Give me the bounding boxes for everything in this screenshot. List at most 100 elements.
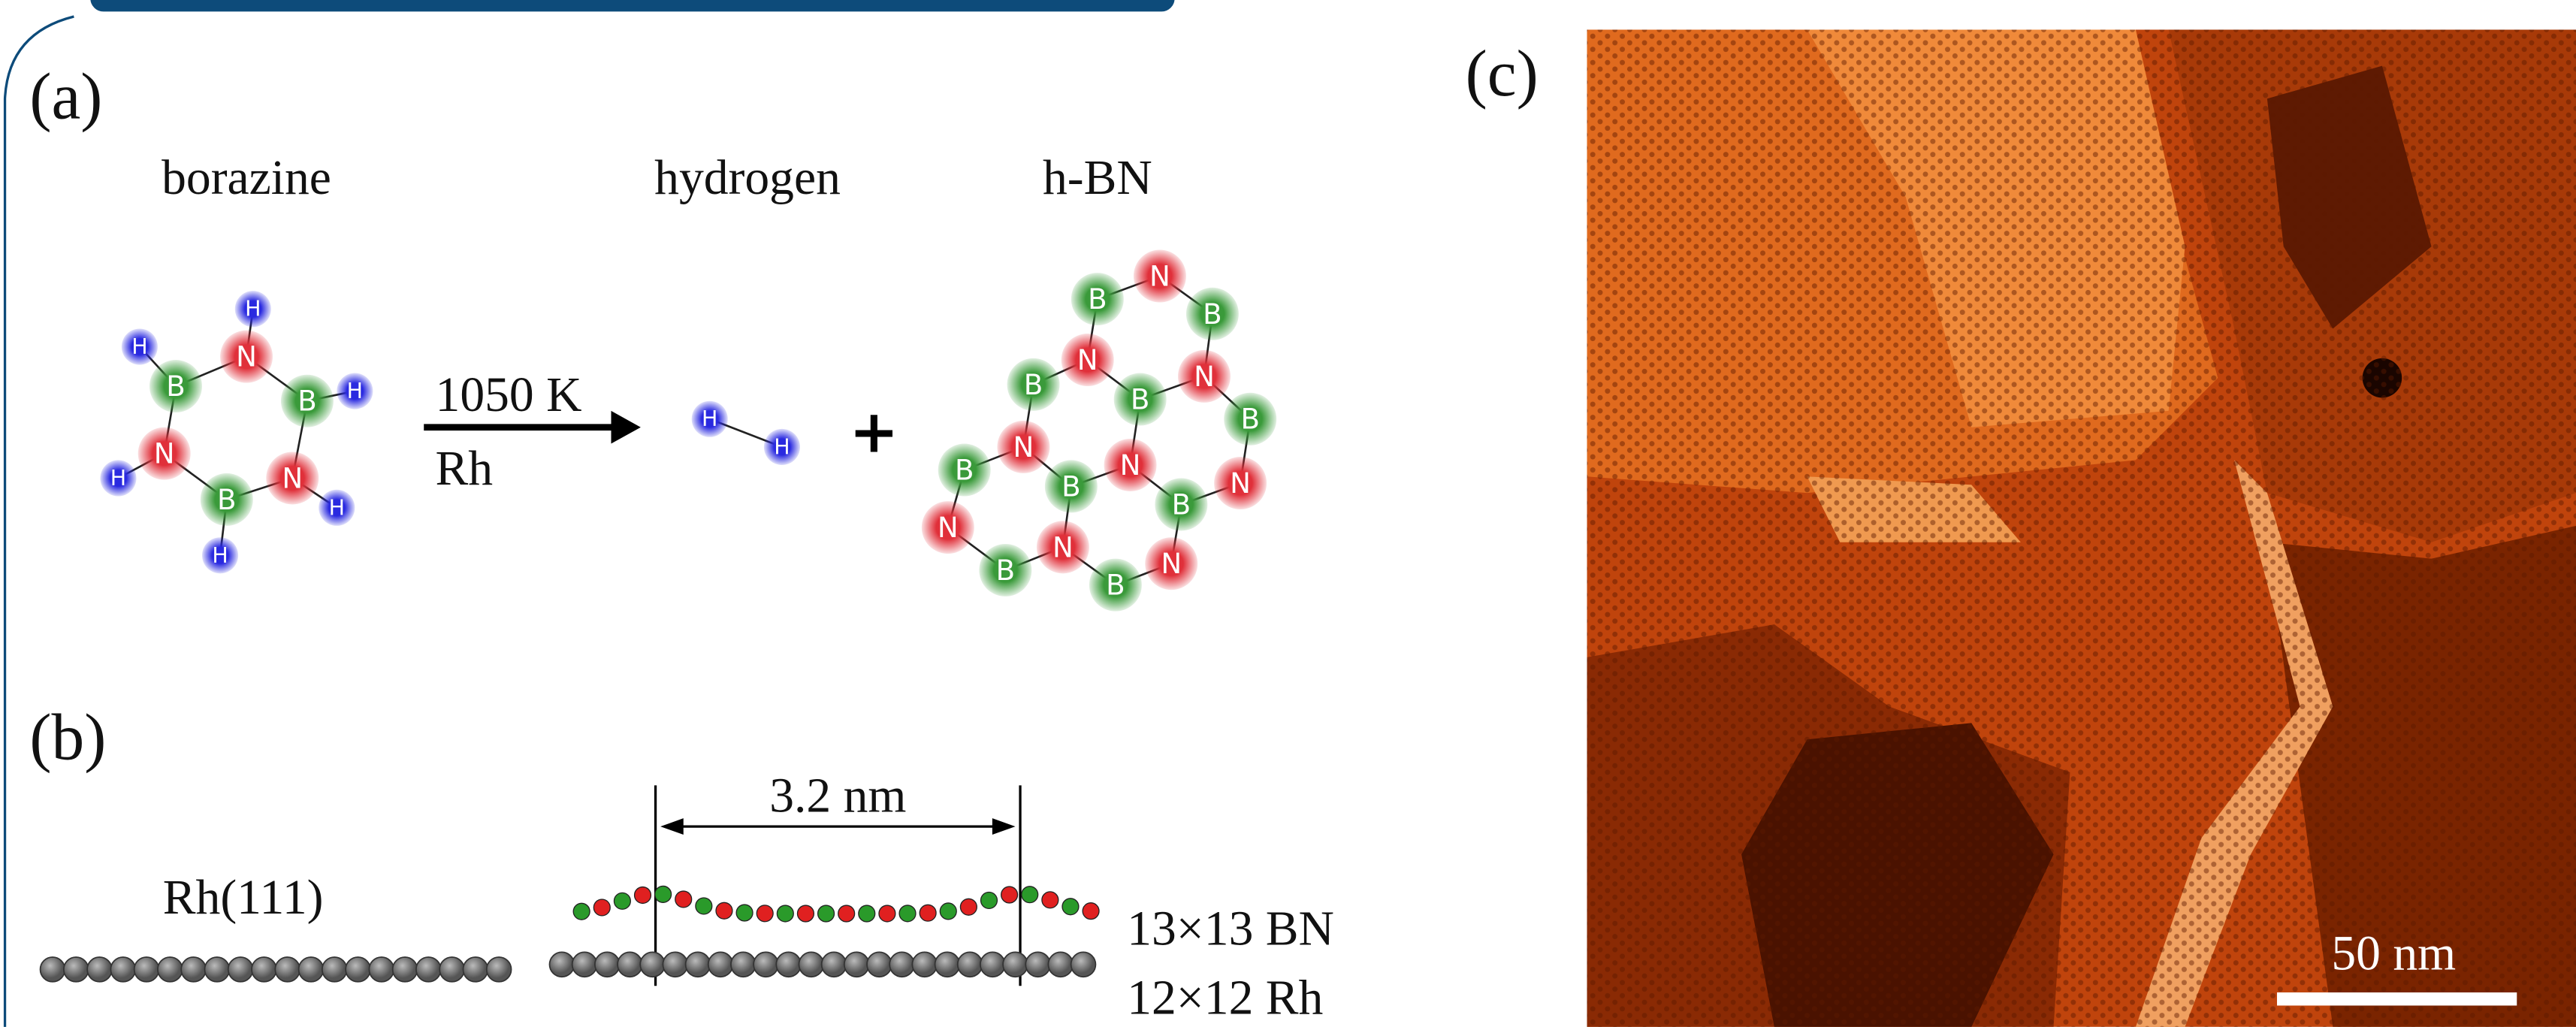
rh-atom (439, 957, 464, 982)
rh-atom (663, 952, 687, 977)
bn-atom (879, 905, 895, 922)
atom-label: N (1194, 360, 1215, 393)
rh-atom (369, 957, 394, 982)
scale-bar (2277, 992, 2517, 1005)
atom-label: H (212, 543, 228, 568)
plus-sign: + (849, 397, 898, 466)
bn-atom (573, 903, 590, 920)
dimension-label: 3.2 nm (769, 769, 906, 823)
bn-atom (1062, 899, 1079, 915)
bn-atom (920, 905, 936, 921)
bn-atom (981, 892, 998, 908)
rh-atom (416, 957, 441, 982)
atom-label: B (297, 385, 316, 418)
atom-label: H (329, 495, 345, 520)
arrow-head (992, 818, 1016, 835)
bn-atom (1083, 903, 1099, 920)
atom-label: B (1203, 298, 1222, 331)
rh-atom (275, 957, 300, 982)
rh-atom (708, 952, 733, 977)
atom-label: H (347, 379, 363, 403)
rh-atom (322, 957, 347, 982)
rh-atom (844, 952, 869, 977)
atom-label: H (774, 434, 790, 459)
figure: NBBNNBHHHHHHHHNBBNNBBBNNBBBNNNBBN (a)bor… (0, 0, 2576, 1027)
atom-label: B (1106, 569, 1125, 602)
rh-atom (41, 957, 65, 982)
rh-atom (228, 957, 253, 982)
rh-atom (1025, 952, 1050, 977)
rh-atom (753, 952, 778, 977)
rh-atom (799, 952, 823, 977)
bn-atom (1042, 892, 1058, 908)
bn-atom (635, 887, 651, 904)
atom-label: B (955, 454, 974, 487)
layer-label: 12×12 Rh (1127, 971, 1323, 1025)
atom-label: N (282, 461, 303, 494)
rh-atom (134, 957, 159, 982)
atom-label: H (131, 334, 147, 359)
bn-atom (859, 905, 875, 922)
reaction-condition: 1050 K (436, 368, 582, 422)
bn-atom (716, 902, 732, 919)
atom-label: N (1161, 547, 1182, 580)
rh-atom (640, 952, 665, 977)
arrow-head (612, 411, 641, 444)
rh-atom (889, 952, 914, 977)
atom-label: B (996, 554, 1015, 587)
rh-atom (776, 952, 801, 977)
panel-label: (c) (1466, 37, 1539, 110)
rh-atom (181, 957, 206, 982)
bn-atom (960, 899, 977, 915)
atom-label: N (236, 340, 257, 373)
atom-label: N (1120, 449, 1141, 482)
rh-atom (487, 957, 512, 982)
bn-atom (1001, 887, 1018, 903)
bn-atom (838, 905, 855, 922)
rh-atom (550, 952, 575, 977)
substrate-label: Rh(111) (163, 871, 324, 925)
bn-atom (1022, 887, 1038, 903)
rh-atom (1003, 952, 1028, 977)
rh-atom (935, 952, 960, 977)
rh-atom (1071, 952, 1096, 977)
atom-label: N (1013, 430, 1034, 464)
rh-atom (252, 957, 276, 982)
atom-label: N (1077, 343, 1098, 376)
rh-atom (867, 952, 892, 977)
atom-label: N (154, 437, 175, 470)
rh-atom (686, 952, 711, 977)
bn-atom (777, 905, 793, 922)
rh-atom (110, 957, 135, 982)
atom-label: B (166, 370, 186, 403)
banner (90, 0, 1174, 11)
atom-label: B (217, 483, 236, 516)
atom-label: N (1149, 259, 1170, 292)
rh-atom (731, 952, 756, 977)
bn-atom (655, 886, 672, 902)
rh-atom (158, 957, 183, 982)
bn-atom (756, 905, 773, 922)
layer-label: 13×13 BN (1127, 902, 1334, 956)
stm-image (1587, 29, 2576, 1026)
rh-atom (299, 957, 324, 982)
rh-atom (958, 952, 983, 977)
bn-atom (940, 903, 956, 920)
scale-label: 50 nm (2331, 926, 2456, 980)
rh-atom (618, 952, 642, 977)
bn-atom (736, 905, 753, 921)
rh-atom (1048, 952, 1073, 977)
rh-atom (572, 952, 597, 977)
atom-label: N (1230, 467, 1251, 500)
atom-label: H (110, 466, 126, 491)
atom-label: B (1024, 368, 1043, 401)
bn-atom (593, 899, 610, 916)
bn-atom (614, 893, 630, 909)
bn-atom (818, 905, 835, 922)
rh-atom (204, 957, 229, 982)
bn-atom (696, 898, 712, 914)
rh-atom (912, 952, 937, 977)
molecule-name: hydrogen (654, 151, 841, 205)
atom-label: H (702, 406, 717, 431)
atom-label: N (1052, 530, 1074, 563)
